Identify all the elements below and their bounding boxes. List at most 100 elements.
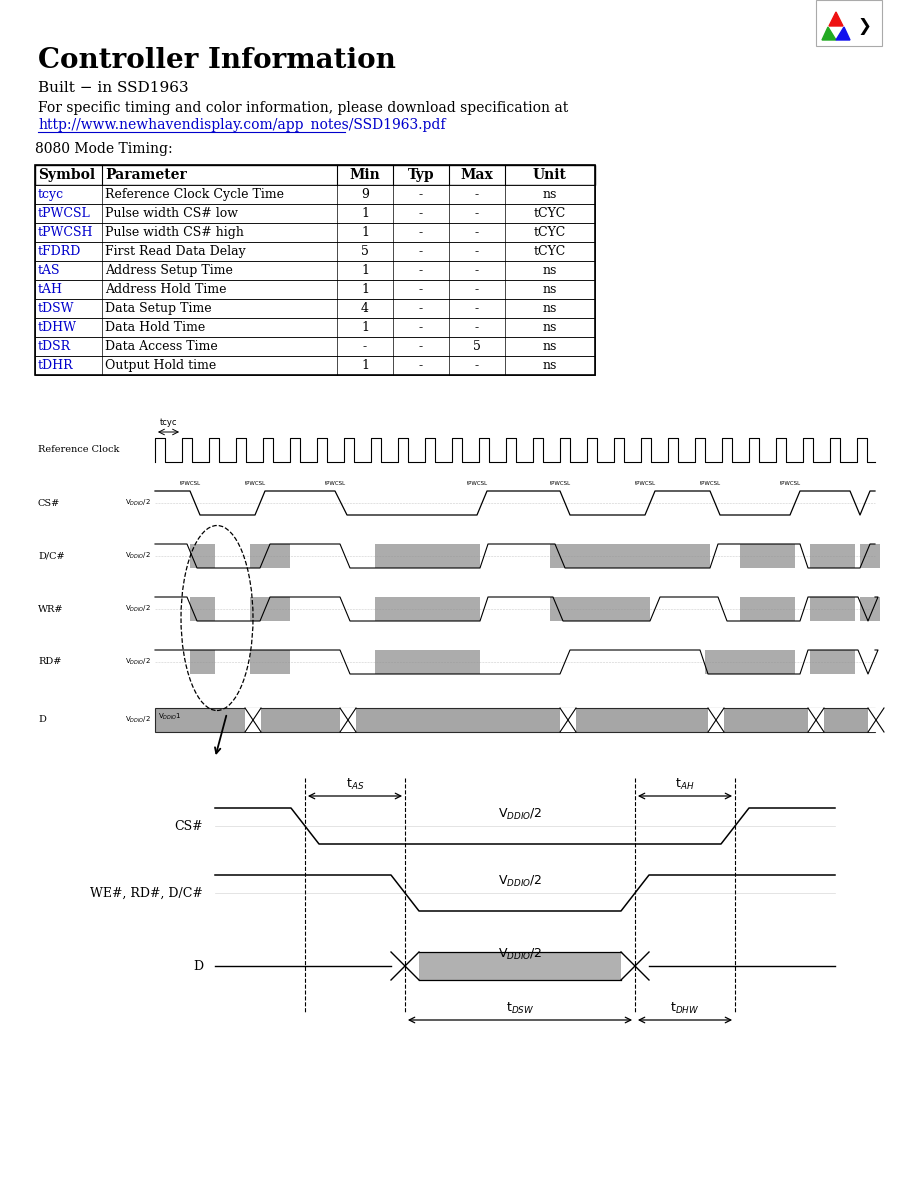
Text: CS#: CS# — [38, 499, 61, 507]
Text: Address Setup Time: Address Setup Time — [105, 264, 233, 277]
Bar — [550, 598, 650, 621]
Text: Typ: Typ — [408, 168, 434, 182]
Polygon shape — [829, 12, 843, 26]
Text: D: D — [193, 960, 203, 973]
Text: -: - — [475, 321, 479, 334]
Bar — [340, 708, 356, 732]
Text: D/C#: D/C# — [38, 551, 64, 561]
Text: Built − in SSD1963: Built − in SSD1963 — [38, 81, 188, 95]
Text: -: - — [419, 188, 423, 201]
Bar — [35, 242, 595, 261]
Bar — [740, 598, 795, 621]
Text: Min: Min — [350, 168, 380, 182]
Text: ns: ns — [543, 283, 556, 296]
Bar — [860, 598, 880, 621]
Text: tDSW: tDSW — [38, 302, 74, 315]
Text: tDHW: tDHW — [38, 321, 77, 334]
Text: -: - — [419, 321, 423, 334]
Bar — [35, 223, 595, 242]
Text: tPWCSL: tPWCSL — [634, 481, 655, 486]
Bar — [810, 544, 855, 568]
Text: 5: 5 — [473, 340, 481, 353]
Text: tCYC: tCYC — [533, 226, 565, 239]
Bar — [868, 708, 884, 732]
Text: tCYC: tCYC — [533, 207, 565, 220]
Text: Max: Max — [461, 168, 493, 182]
Bar — [250, 544, 290, 568]
Text: CS#: CS# — [174, 820, 203, 833]
Text: -: - — [419, 264, 423, 277]
Bar — [35, 356, 595, 375]
Text: V$_{DDIO}$/2: V$_{DDIO}$/2 — [125, 715, 151, 725]
Bar — [35, 185, 595, 204]
Polygon shape — [836, 27, 850, 40]
Bar — [860, 544, 880, 568]
Text: Controller Information: Controller Information — [38, 48, 396, 74]
Bar — [245, 708, 261, 732]
Text: tDSR: tDSR — [38, 340, 71, 353]
Text: tPWCSH: tPWCSH — [38, 226, 94, 239]
Bar — [708, 708, 724, 732]
Text: Output Hold time: Output Hold time — [105, 359, 217, 372]
Text: ❯: ❯ — [857, 17, 871, 34]
Text: Symbol: Symbol — [38, 168, 95, 182]
Bar — [810, 650, 855, 674]
Text: D: D — [38, 715, 46, 725]
Text: 5: 5 — [361, 245, 369, 258]
Text: ns: ns — [543, 188, 556, 201]
Text: -: - — [363, 340, 367, 353]
Text: V$_{DDIO}$/2: V$_{DDIO}$/2 — [498, 807, 543, 822]
Text: ns: ns — [543, 359, 556, 372]
Polygon shape — [822, 27, 836, 40]
Text: Parameter: Parameter — [105, 168, 186, 182]
Text: Pulse width CS# high: Pulse width CS# high — [105, 226, 244, 239]
Text: tDHR: tDHR — [38, 359, 73, 372]
Text: 8080 Mode Timing:: 8080 Mode Timing: — [35, 143, 173, 156]
Text: 4: 4 — [361, 302, 369, 315]
Text: http://www.newhavendisplay.com/app_notes/SSD1963.pdf: http://www.newhavendisplay.com/app_notes… — [38, 116, 445, 132]
Text: V$_{DDIO}$/2: V$_{DDIO}$/2 — [125, 657, 151, 668]
Bar — [550, 544, 710, 568]
Text: Data Access Time: Data Access Time — [105, 340, 218, 353]
Bar — [35, 261, 595, 280]
Bar — [810, 598, 855, 621]
Text: 1: 1 — [361, 264, 369, 277]
Text: Reference Clock Cycle Time: Reference Clock Cycle Time — [105, 188, 284, 201]
Text: 1: 1 — [361, 359, 369, 372]
Text: tPWCSL: tPWCSL — [779, 481, 800, 486]
Text: Data Setup Time: Data Setup Time — [105, 302, 212, 315]
Bar — [375, 544, 480, 568]
Text: Pulse width CS# low: Pulse width CS# low — [105, 207, 238, 220]
Text: Address Hold Time: Address Hold Time — [105, 283, 227, 296]
Text: RD#: RD# — [38, 657, 62, 666]
Bar — [35, 280, 595, 299]
Text: tcyc: tcyc — [38, 188, 64, 201]
Text: tPWCSL: tPWCSL — [38, 207, 91, 220]
Text: V$_{DDIO}$/2: V$_{DDIO}$/2 — [125, 498, 151, 508]
Bar — [190, 650, 215, 674]
Text: -: - — [475, 207, 479, 220]
Bar — [35, 204, 595, 223]
Text: V$_{DDIO}$/2: V$_{DDIO}$/2 — [498, 874, 543, 889]
Text: tPWCSL: tPWCSL — [179, 481, 200, 486]
Bar — [419, 952, 621, 980]
Text: -: - — [419, 359, 423, 372]
Bar — [35, 165, 595, 185]
Text: -: - — [419, 207, 423, 220]
Bar — [740, 544, 795, 568]
Text: -: - — [475, 359, 479, 372]
Text: tPWCSL: tPWCSL — [550, 481, 571, 486]
Text: Reference Clock: Reference Clock — [38, 446, 119, 455]
Bar — [35, 165, 595, 375]
Text: 1: 1 — [361, 207, 369, 220]
Text: WE#, RD#, D/C#: WE#, RD#, D/C# — [90, 886, 203, 899]
Text: tAS: tAS — [38, 264, 61, 277]
Text: t$_{AS}$: t$_{AS}$ — [346, 777, 364, 792]
Bar — [560, 708, 576, 732]
Text: Unit: Unit — [532, 168, 566, 182]
Bar — [816, 0, 882, 46]
Text: V$_{DDIO}$/2: V$_{DDIO}$/2 — [498, 947, 543, 962]
Text: -: - — [475, 188, 479, 201]
Text: tFDRD: tFDRD — [38, 245, 82, 258]
Text: -: - — [475, 302, 479, 315]
